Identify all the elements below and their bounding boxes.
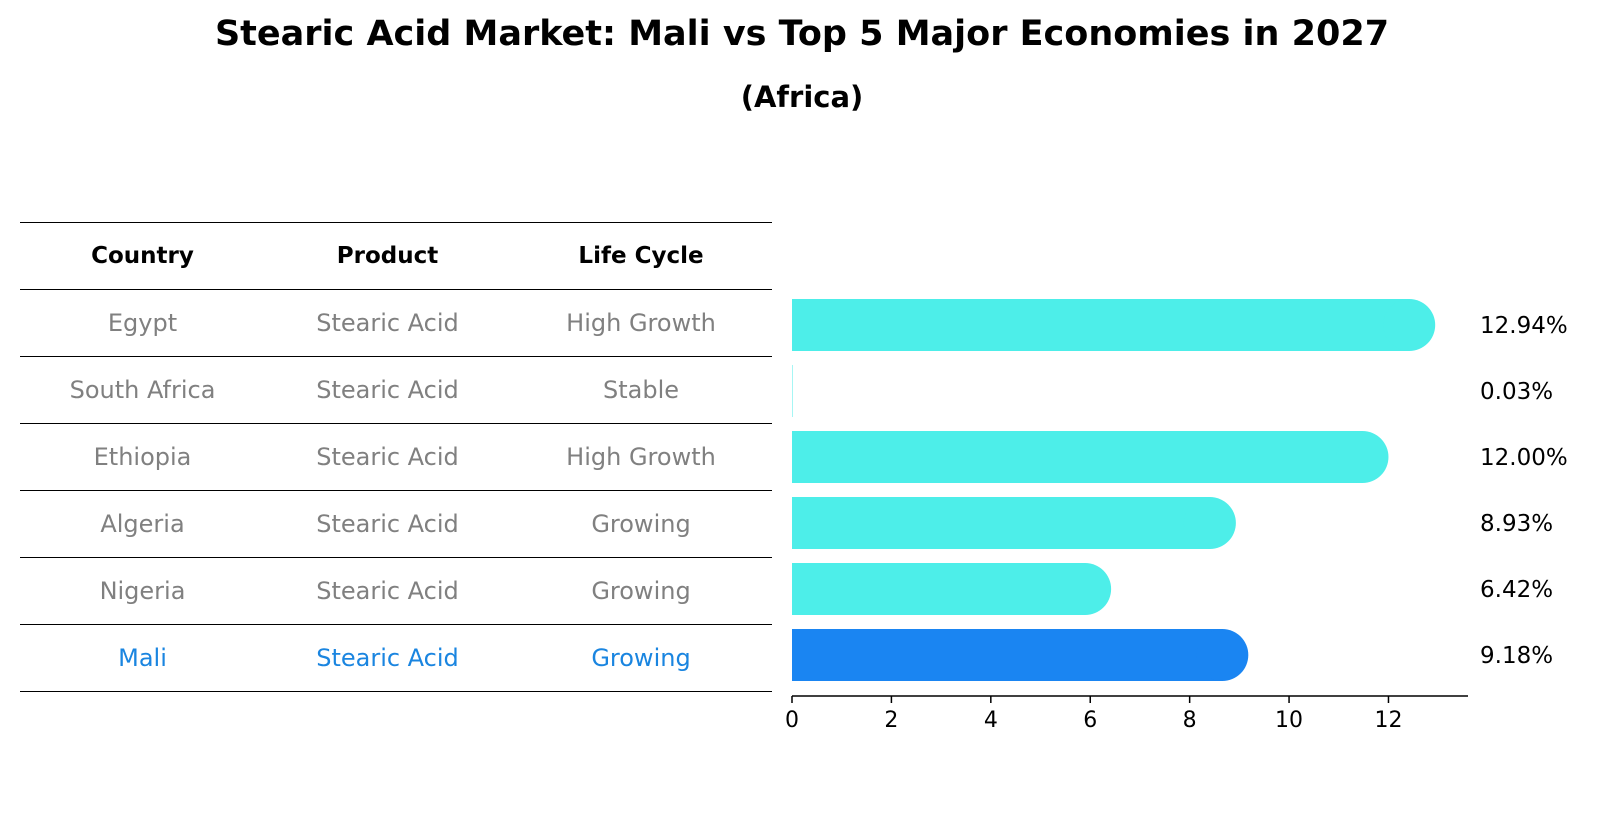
bar-cap [1059, 563, 1112, 615]
cell-country: Mali [20, 624, 265, 692]
cell-country: Algeria [20, 490, 265, 558]
chart-title: Stearic Acid Market: Mali vs Top 5 Major… [214, 14, 1390, 54]
cell-life-cycle: Growing [510, 490, 772, 558]
cell-life-cycle: Growing [510, 624, 772, 692]
cell-life-cycle: High Growth [510, 423, 772, 491]
table-header-row: Country Product Life Cycle [20, 222, 772, 290]
cell-product: Stearic Acid [265, 490, 510, 558]
value-label: 9.18% [1480, 643, 1553, 669]
cell-product: Stearic Acid [265, 289, 510, 357]
cell-country: Ethiopia [20, 423, 265, 491]
table-row: Egypt Stearic Acid High Growth [20, 289, 772, 357]
value-label: 12.00% [1480, 445, 1568, 471]
header-country: Country [20, 222, 265, 290]
bar-egypt [792, 299, 1410, 351]
chart-subtitle: (Africa) [740, 80, 864, 114]
bar-cap [1196, 629, 1249, 681]
cell-life-cycle: Stable [510, 356, 772, 424]
cell-life-cycle: Growing [510, 557, 772, 625]
bar-cap [1336, 431, 1389, 483]
header-life-cycle: Life Cycle [510, 222, 772, 290]
bar-cap [1383, 299, 1436, 351]
header-product: Product [265, 222, 510, 290]
cell-life-cycle: High Growth [510, 289, 772, 357]
x-tick-label: 8 [1183, 708, 1197, 733]
bar-mali [792, 629, 1223, 681]
cell-product: Stearic Acid [265, 356, 510, 424]
table-row: Algeria Stearic Acid Growing [20, 490, 772, 558]
table-row: South Africa Stearic Acid Stable [20, 356, 772, 424]
cell-product: Stearic Acid [265, 423, 510, 491]
bar-south-africa [792, 365, 793, 417]
cell-country: Egypt [20, 289, 265, 357]
value-label: 8.93% [1480, 511, 1553, 537]
x-tick-label: 10 [1275, 708, 1303, 733]
x-tick-label: 6 [1083, 708, 1097, 733]
table-row: Nigeria Stearic Acid Growing [20, 557, 772, 625]
bar-nigeria [792, 563, 1086, 615]
bar-ethiopia [792, 431, 1363, 483]
cell-product: Stearic Acid [265, 557, 510, 625]
cell-country: South Africa [20, 356, 265, 424]
cell-country: Nigeria [20, 557, 265, 625]
x-tick-label: 4 [984, 708, 998, 733]
value-label: 0.03% [1480, 379, 1553, 405]
table-row: Ethiopia Stearic Acid High Growth [20, 423, 772, 491]
life-cycle-table: Country Product Life Cycle Egypt Stearic… [20, 222, 772, 692]
value-label: 6.42% [1480, 577, 1553, 603]
value-label: 12.94% [1480, 313, 1568, 339]
bar-cap [1183, 497, 1236, 549]
table-row-highlight: Mali Stearic Acid Growing [20, 624, 772, 692]
x-tick-label: 2 [884, 708, 898, 733]
x-tick-label: 12 [1374, 708, 1402, 733]
cell-product: Stearic Acid [265, 624, 510, 692]
x-tick-label: 0 [785, 708, 799, 733]
bar-algeria [792, 497, 1211, 549]
